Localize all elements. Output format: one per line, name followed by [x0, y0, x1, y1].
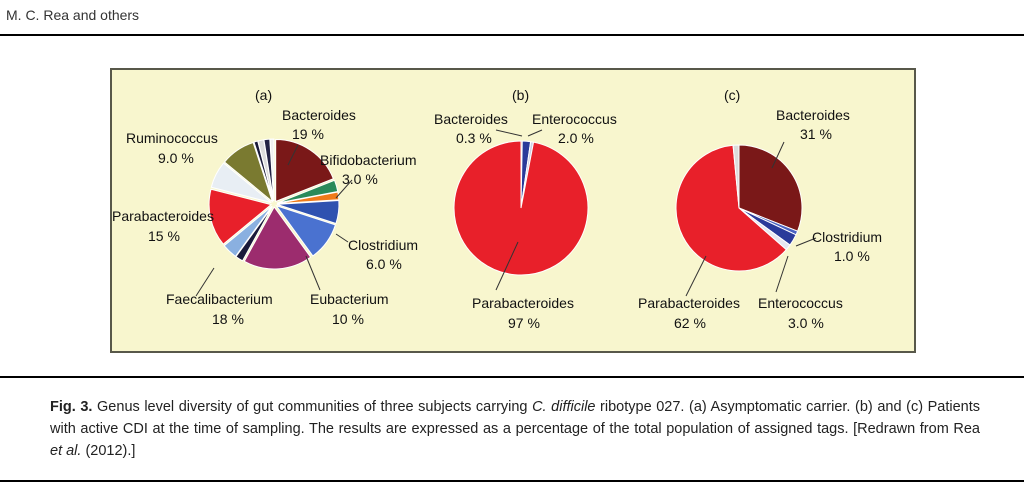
label-c-clostridium: Clostridium	[812, 229, 882, 245]
pie-a-slice-faecalibacterium	[243, 206, 312, 270]
figure-panel: (a) (b) (c) Bacteroides 19 % Bifidobacte…	[110, 68, 916, 353]
pie-a-slice-other-14	[269, 138, 275, 202]
pie-a-slice-other-7	[223, 205, 273, 258]
pie-c	[675, 144, 803, 272]
running-head: M. C. Rea and others	[6, 7, 140, 23]
figure-caption: Fig. 3. Genus level diversity of gut com…	[50, 396, 980, 462]
caption-species: C. difficile	[532, 399, 596, 415]
pie-a-slice-clostridium	[276, 199, 340, 225]
label-a-bifidobacterium: Bifidobacterium	[320, 152, 417, 168]
caption-etal: et al.	[50, 443, 82, 459]
value-a-parabacteroides: 15 %	[148, 228, 180, 244]
caption-text-3: (2012).]	[81, 443, 136, 459]
label-a-clostridium: Clostridium	[348, 237, 418, 253]
value-b-enterococcus: 2.0 %	[558, 130, 594, 146]
panel-letter-a: (a)	[255, 87, 272, 103]
pie-a-slice-other-6	[235, 206, 273, 262]
caption-top-rule	[0, 376, 1024, 378]
label-c-bacteroides: Bacteroides	[776, 107, 850, 123]
value-c-bacteroides: 31 %	[800, 126, 832, 142]
caption-label: Fig. 3.	[50, 399, 93, 415]
pie-b	[453, 140, 589, 276]
caption-text-1: Genus level diversity of gut communities…	[92, 399, 533, 415]
value-a-ruminococcus: 9.0 %	[158, 150, 194, 166]
pie-a-slice-ruminococcus	[223, 141, 274, 204]
value-b-parabacteroides: 97 %	[508, 315, 540, 331]
bottom-rule	[0, 480, 1024, 482]
value-c-clostridium: 1.0 %	[834, 248, 870, 264]
pie-a-slice-other-9	[210, 162, 272, 204]
value-a-bacteroides: 19 %	[292, 126, 324, 142]
pie-a-slice-bacteroides	[275, 139, 334, 203]
label-a-ruminococcus: Ruminococcus	[126, 130, 218, 146]
value-a-faecalibacterium: 18 %	[212, 311, 244, 327]
label-a-faecalibacterium: Faecalibacterium	[166, 291, 273, 307]
value-a-clostridium: 6.0 %	[366, 256, 402, 272]
label-a-parabacteroides: Parabacteroides	[112, 208, 214, 224]
value-b-bacteroides: 0.3 %	[456, 130, 492, 146]
caption-text-2: ribotype 027. (a) Asymptomatic carrier. …	[50, 399, 980, 437]
panel-letter-b: (b)	[512, 87, 529, 103]
value-c-parabacteroides: 62 %	[674, 315, 706, 331]
pie-b-slice-parabacteroides	[453, 140, 589, 276]
panel-letter-c: (c)	[724, 87, 740, 103]
pie-c-slice-parabacteroides	[675, 144, 787, 272]
label-c-enterococcus: Enterococcus	[758, 295, 843, 311]
leader-lines	[195, 129, 817, 297]
label-b-enterococcus: Enterococcus	[532, 111, 617, 127]
pie-a-slice-parabacteroides	[208, 188, 273, 245]
label-a-bacteroides: Bacteroides	[282, 107, 356, 123]
pie-c-slice-other-5	[732, 144, 740, 209]
label-a-eubacterium: Eubacterium	[310, 291, 389, 307]
label-b-parabacteroides: Parabacteroides	[472, 295, 574, 311]
pie-a	[208, 138, 340, 270]
label-b-bacteroides: Bacteroides	[434, 111, 508, 127]
top-rule	[0, 34, 1024, 36]
value-c-enterococcus: 3.0 %	[788, 315, 824, 331]
value-a-eubacterium: 10 %	[332, 311, 364, 327]
pie-charts-svg: (a) (b) (c) Bacteroides 19 % Bifidobacte…	[112, 87, 882, 331]
label-c-parabacteroides: Parabacteroides	[638, 295, 740, 311]
pie-a-slice-eubacterium	[275, 204, 337, 257]
pie-c-slice-bacteroides	[738, 144, 803, 232]
value-a-bifidobacterium: 3.0 %	[342, 171, 378, 187]
